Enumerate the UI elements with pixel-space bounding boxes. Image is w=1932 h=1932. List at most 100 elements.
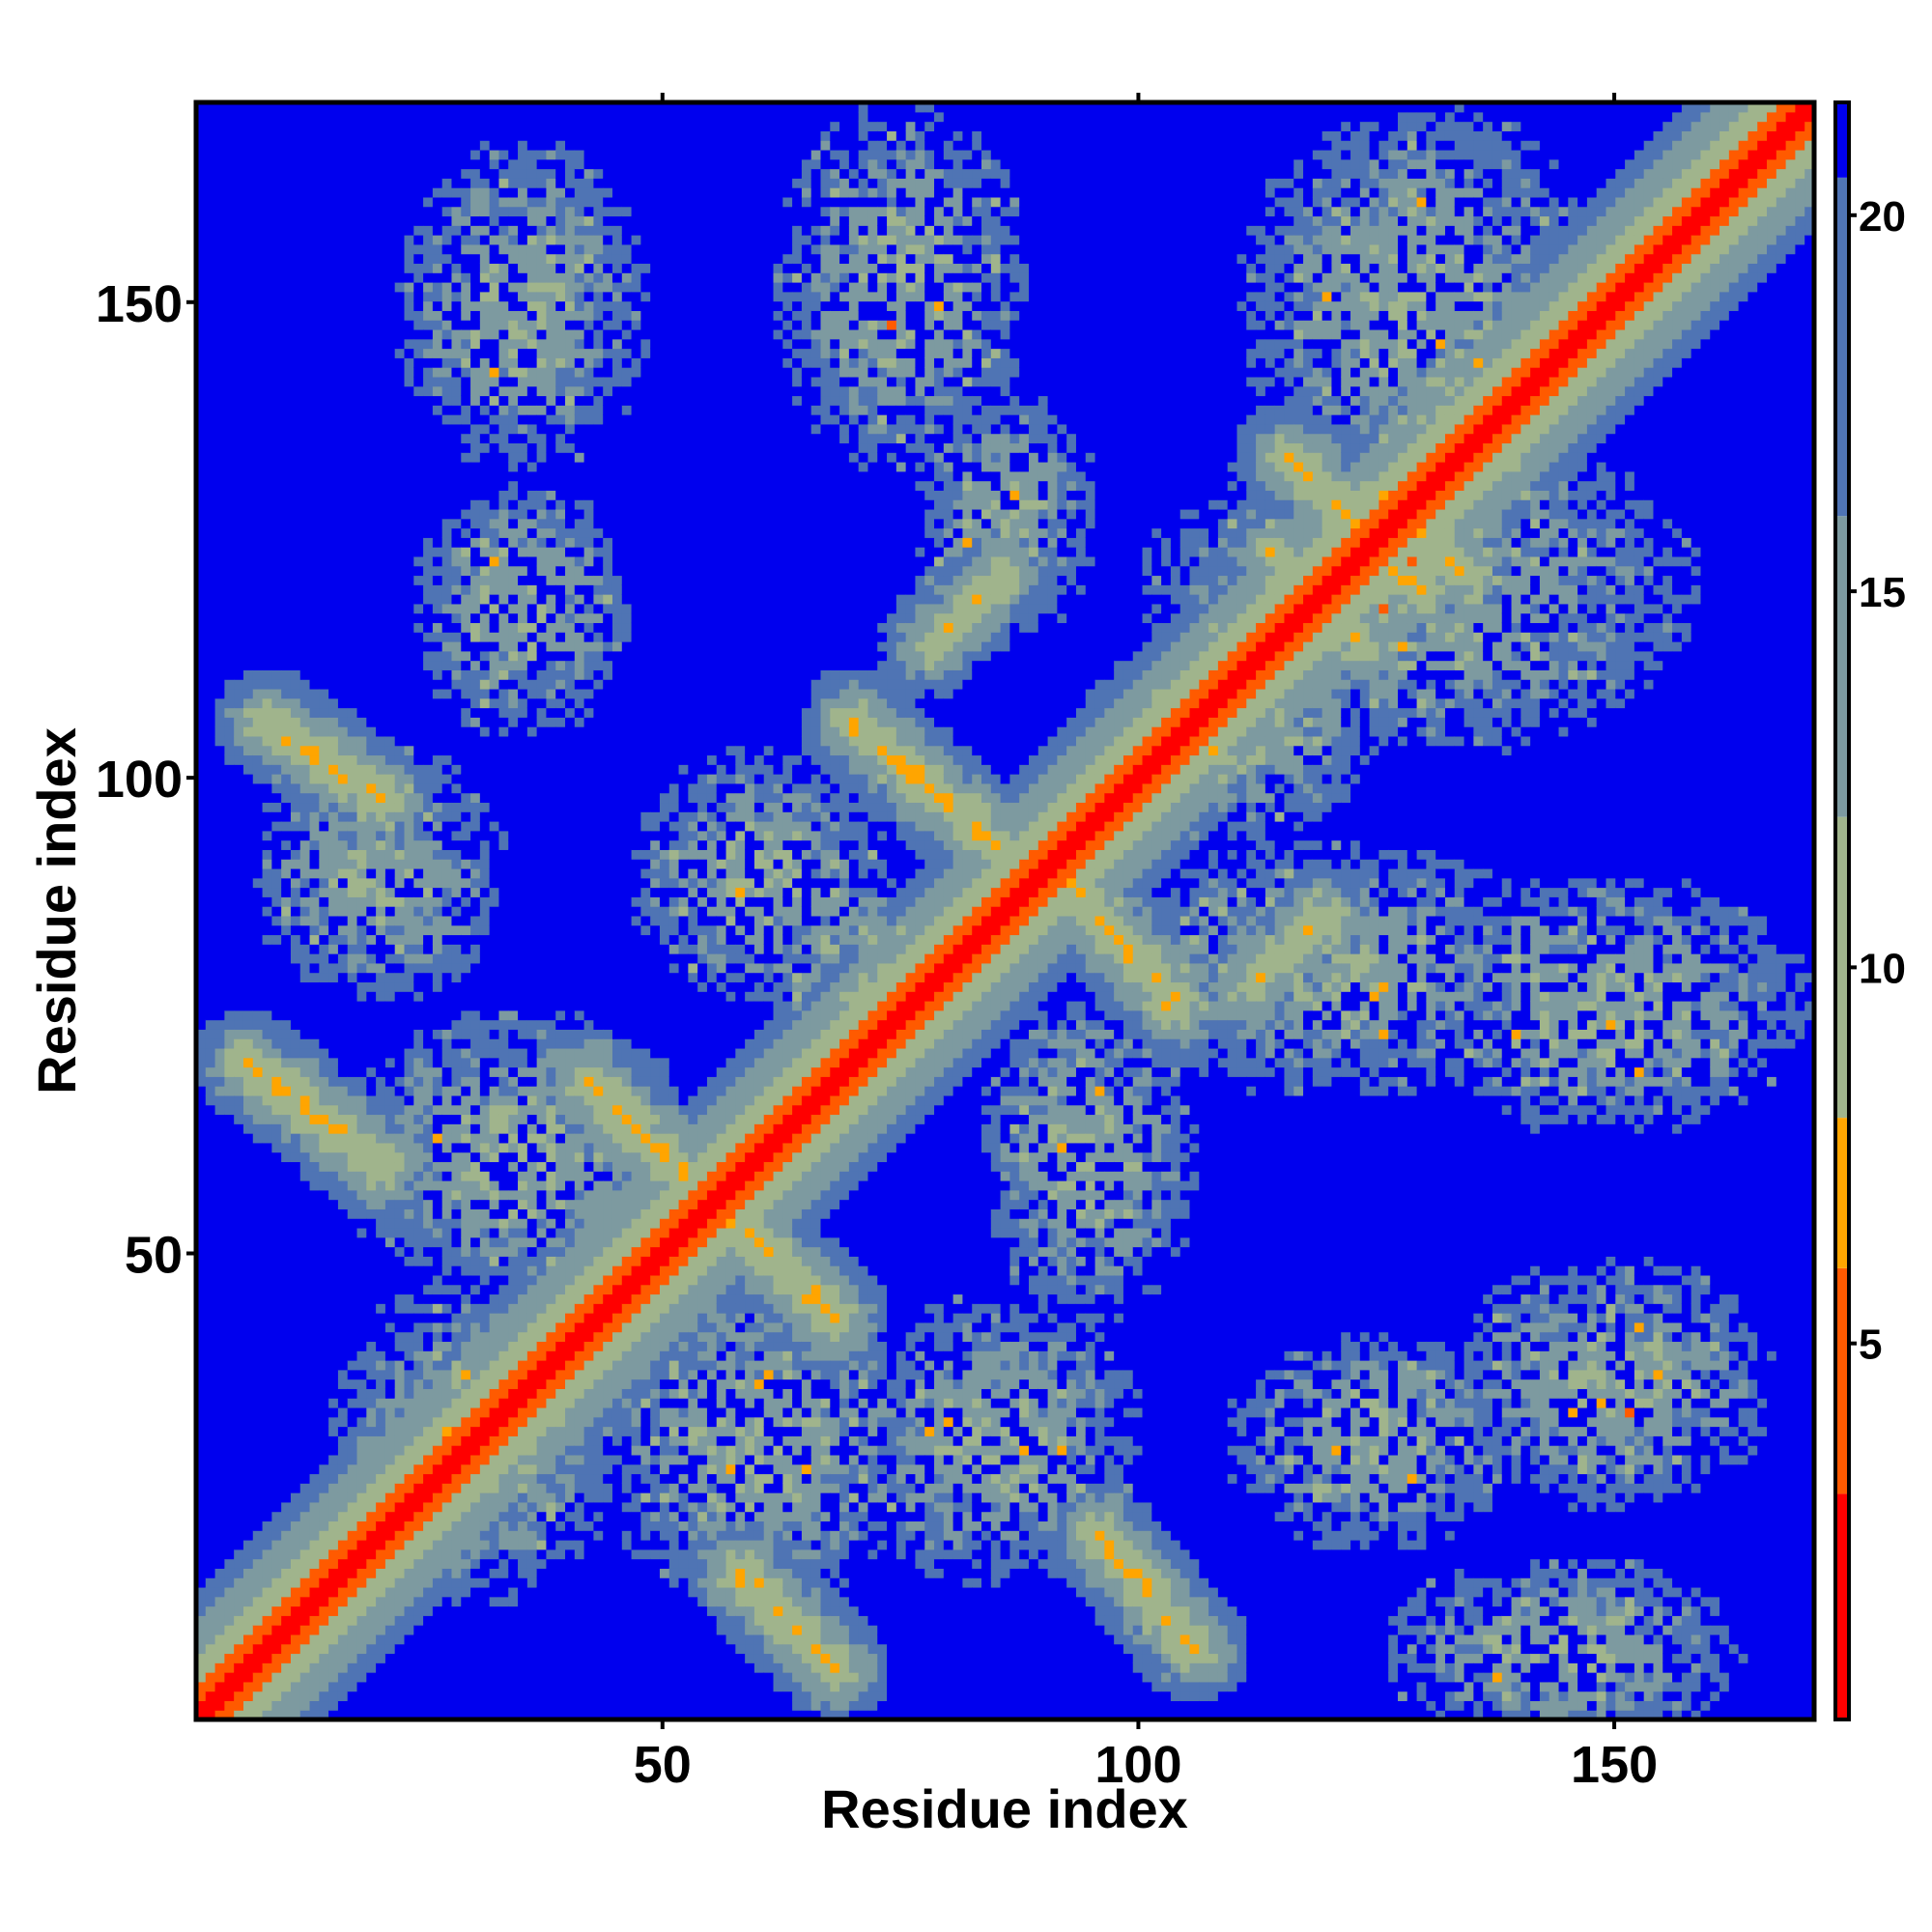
- heatmap-cell: [206, 764, 215, 774]
- heatmap-cell: [206, 1662, 215, 1672]
- heatmap-cell: [281, 632, 291, 641]
- heatmap-cell: [376, 1171, 385, 1180]
- heatmap-cell: [423, 1559, 433, 1569]
- heatmap-cell: [433, 499, 442, 509]
- heatmap-cell: [224, 944, 234, 953]
- heatmap-cell: [366, 963, 376, 973]
- heatmap-cell: [243, 1180, 253, 1190]
- heatmap-cell: [366, 1048, 376, 1058]
- heatmap-cell: [319, 1464, 328, 1474]
- heatmap-cell: [253, 953, 263, 963]
- heatmap-cell: [423, 566, 433, 576]
- heatmap-cell: [366, 669, 376, 679]
- heatmap-cell: [366, 395, 376, 405]
- heatmap-cell: [224, 1058, 234, 1067]
- heatmap-cell: [338, 1634, 348, 1644]
- heatmap-cell: [253, 849, 263, 859]
- heatmap-cell: [461, 849, 470, 859]
- heatmap-cell: [451, 1577, 461, 1587]
- heatmap-cell: [291, 1350, 300, 1360]
- heatmap-cell: [328, 1549, 338, 1559]
- heatmap-cell: [348, 811, 357, 821]
- heatmap-cell: [442, 150, 452, 159]
- heatmap-cell: [234, 215, 243, 225]
- heatmap-cell: [215, 1520, 225, 1530]
- heatmap-cell: [338, 953, 348, 963]
- heatmap-cell: [357, 916, 367, 925]
- heatmap-cell: [433, 754, 442, 764]
- heatmap-cell: [338, 708, 348, 718]
- heatmap-cell: [319, 1644, 328, 1654]
- heatmap-cell: [451, 1161, 461, 1171]
- heatmap-cell: [253, 1615, 263, 1625]
- heatmap-cell: [348, 471, 357, 481]
- heatmap-cell: [271, 1048, 281, 1058]
- heatmap-cell: [405, 1379, 414, 1389]
- heatmap-cell: [206, 405, 215, 414]
- heatmap-cell: [385, 377, 395, 386]
- heatmap-cell: [423, 1625, 433, 1634]
- heatmap-cell: [395, 1332, 405, 1342]
- heatmap-cell: [234, 1587, 243, 1597]
- heatmap-cell: [451, 689, 461, 698]
- heatmap-cell: [366, 1492, 376, 1502]
- heatmap-cell: [243, 1123, 253, 1133]
- heatmap-cell: [291, 1293, 300, 1303]
- heatmap-cell: [206, 1133, 215, 1143]
- heatmap-cell: [442, 1038, 452, 1048]
- heatmap-cell: [310, 263, 320, 272]
- heatmap-cell: [442, 669, 452, 679]
- heatmap-cell: [451, 282, 461, 292]
- heatmap-cell: [206, 1577, 215, 1587]
- heatmap-cell: [433, 1322, 442, 1332]
- heatmap-cell: [405, 1067, 414, 1077]
- heatmap-cell: [338, 537, 348, 547]
- heatmap-cell: [206, 471, 215, 481]
- heatmap-cell: [423, 934, 433, 944]
- heatmap-cell: [263, 1417, 272, 1427]
- heatmap-cell: [291, 651, 300, 661]
- heatmap-cell: [442, 698, 452, 708]
- heatmap-cell: [310, 726, 320, 736]
- heatmap-cell: [253, 1700, 263, 1710]
- heatmap-cell: [348, 1682, 357, 1691]
- heatmap-cell: [461, 187, 470, 197]
- heatmap-cell: [291, 736, 300, 746]
- heatmap-cell: [433, 301, 442, 311]
- heatmap-cell: [310, 878, 320, 888]
- heatmap-cell: [376, 1502, 385, 1512]
- heatmap-cell: [348, 414, 357, 424]
- heatmap-cell: [357, 1455, 367, 1464]
- heatmap-cell: [376, 1483, 385, 1492]
- heatmap-cell: [366, 1105, 376, 1115]
- heatmap-cell: [357, 1285, 367, 1294]
- heatmap-cell: [413, 1293, 423, 1303]
- heatmap-cell: [310, 1350, 320, 1360]
- heatmap-cell: [433, 1492, 442, 1502]
- heatmap-cell: [310, 235, 320, 244]
- heatmap-cell: [348, 130, 357, 140]
- heatmap-cell: [215, 1275, 225, 1285]
- heatmap-cell: [310, 859, 320, 868]
- heatmap-cell: [461, 669, 470, 679]
- heatmap-cell: [243, 1086, 253, 1095]
- heatmap-cell: [385, 708, 395, 718]
- heatmap-cell: [234, 925, 243, 935]
- heatmap-cell: [328, 689, 338, 698]
- heatmap-cell: [405, 434, 414, 443]
- heatmap-cell: [385, 821, 395, 831]
- heatmap-cell: [215, 235, 225, 244]
- heatmap-cell: [385, 225, 395, 235]
- heatmap-cell: [461, 462, 470, 471]
- heatmap-cell: [366, 339, 376, 349]
- heatmap-cell: [405, 207, 414, 216]
- heatmap-cell: [319, 519, 328, 528]
- heatmap-cell: [234, 1540, 243, 1549]
- heatmap-cell: [413, 519, 423, 528]
- heatmap-cell: [291, 282, 300, 292]
- heatmap-cell: [215, 1691, 225, 1701]
- heatmap-cell: [263, 1322, 272, 1332]
- heatmap-cell: [413, 736, 423, 746]
- heatmap-cell: [310, 1067, 320, 1077]
- heatmap-cell: [281, 1502, 291, 1512]
